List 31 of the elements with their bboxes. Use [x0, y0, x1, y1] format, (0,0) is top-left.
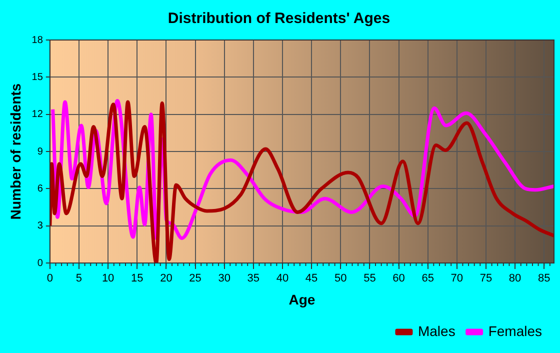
x-tick-label: 0 [46, 272, 53, 285]
x-tick-label: 25 [189, 272, 202, 285]
y-tick-label: 18 [32, 34, 44, 46]
y-tick-label: 3 [37, 220, 44, 232]
x-tick-label: 65 [422, 272, 434, 285]
x-tick-label: 15 [131, 272, 144, 285]
legend-label: Females [488, 322, 542, 339]
x-tick-label: 5 [76, 272, 82, 285]
x-tick-label: 40 [276, 272, 289, 285]
x-tick-label: 80 [508, 272, 522, 285]
y-tick-label: 9 [37, 146, 44, 158]
y-tick-label: 12 [32, 109, 44, 120]
x-tick-label: 45 [305, 272, 318, 285]
x-tick-label: 35 [247, 272, 260, 285]
y-axis-title: Number of residents [7, 83, 24, 220]
y-tick-label: 0 [37, 258, 44, 269]
legend-label: Males [418, 322, 456, 339]
x-tick-label: 60 [392, 272, 405, 285]
x-tick-label: 30 [218, 272, 230, 285]
line-series [50, 100, 554, 263]
x-tick-label: 50 [334, 272, 347, 285]
x-tick-label: 20 [160, 272, 172, 285]
x-tick-label: 10 [102, 272, 114, 285]
x-tick-label: 55 [364, 272, 376, 285]
x-tick-label: 70 [450, 272, 464, 285]
x-tick-label: 85 [538, 272, 550, 285]
x-axis-title: Age [288, 291, 316, 308]
y-tick-label: 6 [37, 183, 44, 194]
chart-title: Distribution of Residents' Ages [168, 10, 390, 28]
y-tick-label: 15 [32, 72, 44, 83]
x-tick-label: 75 [480, 272, 492, 285]
